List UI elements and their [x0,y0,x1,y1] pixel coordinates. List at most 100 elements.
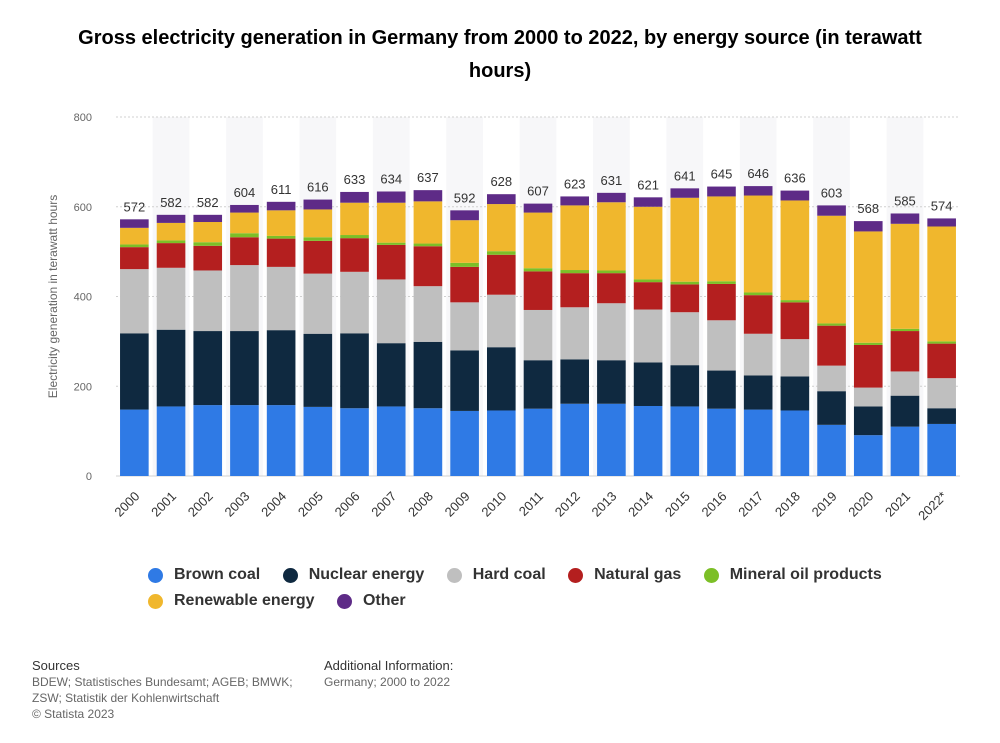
x-tick-label: 2001 [148,489,179,520]
bar-segment-hard-coal [853,387,883,407]
x-tick-label: 2015 [662,489,693,520]
total-label: 607 [527,184,549,199]
legend-item-mineral-oil-products[interactable]: Mineral oil products [703,566,882,584]
bar-segment-natural-gas [743,295,773,334]
bar-segment-brown-coal [670,406,700,476]
bar-segment-renewable-energy [597,202,626,271]
bar-segment-nuclear-energy [120,333,149,410]
bar-segment-renewable-energy [853,231,883,343]
legend-label: Brown coal [174,566,261,583]
bar-segment-hard-coal [303,273,333,334]
legend-label: Mineral oil products [729,566,882,583]
legend-item-brown-coal[interactable]: Brown coal [148,566,260,584]
bar-segment-brown-coal [817,424,846,476]
bar-segment-renewable-energy [266,210,296,236]
legend-item-renewable-energy[interactable]: Renewable energy [148,592,315,610]
bar-segment-nuclear-energy [707,370,736,409]
bar-segment-renewable-energy [780,200,810,301]
bar-segment-mineral-oil-products [633,279,663,283]
bar-segment-other [340,191,369,203]
x-tick-label: 2020 [845,489,876,520]
bar-segment-brown-coal [927,423,956,476]
bar-segment-hard-coal [156,267,186,330]
bar-segment-brown-coal [707,408,736,476]
x-tick-label: 2000 [111,489,142,520]
bar-segment-hard-coal [743,333,773,376]
total-label: 621 [637,177,659,192]
total-label: 633 [344,172,366,187]
bar-segment-renewable-energy [340,202,369,236]
bar-segment-hard-coal [193,270,223,332]
stacked-bar-chart: 0 200 400 600 800 Electricity generation in t… [46,112,960,523]
bar-segment-hard-coal [340,271,369,334]
bar-segment-mineral-oil-products [340,235,369,239]
bar-segment-hard-coal [707,320,736,371]
bar-segment-mineral-oil-products [193,242,223,246]
x-tick-label: 2007 [368,489,399,520]
legend-label: Other [362,592,406,609]
bar-segment-natural-gas [230,237,259,266]
bar-segment-other [486,194,516,205]
bar-segment-renewable-energy [927,226,956,342]
bar-segment-other [890,213,920,224]
bar-segment-nuclear-energy [266,330,296,406]
bar-segment-hard-coal [597,303,626,361]
copyright: © Statista 2023 [32,707,115,721]
legend-item-natural-gas[interactable]: Natural gas [568,566,681,584]
bar-segment-hard-coal [266,266,296,331]
sources-line: BDEW; Statistisches Bundesamt; AGEB; BMW… [32,675,293,689]
chart-title: Gross electricity generation in Germany … [78,27,922,82]
legend-item-hard-coal[interactable]: Hard coal [446,566,546,584]
x-tick-label: 2004 [258,489,289,520]
bar-segment-mineral-oil-products [707,281,736,284]
bar-segment-other [376,191,406,203]
y-tick-label: 800 [74,112,92,124]
bar-segment-natural-gas [523,271,553,310]
bar-segment-natural-gas [303,240,333,274]
bar-segment-mineral-oil-products [413,243,443,247]
legend-item-other[interactable]: Other [336,592,406,610]
bar-segment-natural-gas [597,273,626,304]
x-tick-label: 2006 [332,489,363,520]
bar-segment-renewable-energy [303,209,333,238]
bar-segment-mineral-oil-products [376,242,406,245]
bar-segment-mineral-oil-products [156,240,186,244]
bar-segment-brown-coal [597,403,626,476]
bar-segment-other [193,214,223,223]
bar-segment-nuclear-energy [230,331,259,406]
total-label: 637 [417,170,439,185]
bar-segment-renewable-energy [120,227,149,245]
y-tick-label: 0 [86,471,92,483]
bar-segment-brown-coal [780,410,810,476]
bar-segment-other [927,218,956,227]
bar-segment-natural-gas [560,273,590,308]
legend-swatch [703,567,719,583]
x-tick-label: 2012 [552,489,583,520]
bar-segment-brown-coal [156,406,186,476]
y-tick-label: 400 [74,292,92,304]
bar-segment-nuclear-energy [193,331,223,406]
bar-segment-renewable-energy [633,206,663,280]
legend-swatch [282,567,298,583]
bar-segment-renewable-energy [560,205,590,271]
bar-segment-brown-coal [523,408,553,476]
bar-segment-mineral-oil-products [523,268,553,272]
bar-segment-mineral-oil-products [120,244,149,248]
total-label: 585 [894,193,916,208]
bar-segment-renewable-energy [707,196,736,282]
bar-segment-other [670,188,700,198]
legend-item-nuclear-energy[interactable]: Nuclear energy [282,566,424,584]
total-label: 574 [931,198,953,213]
bar-segment-hard-coal [523,309,553,361]
bar-segment-other [156,214,186,223]
additional-info-heading: Additional Information: [324,658,454,673]
bar-segment-renewable-energy [890,223,920,329]
bar-segment-other [230,204,259,213]
bar-segment-renewable-energy [230,212,259,234]
bar-segment-other [303,199,333,210]
bar-segment-natural-gas [413,246,443,287]
bar-segment-brown-coal [450,410,479,476]
total-label: 582 [197,195,219,210]
bar-segment-nuclear-energy [560,359,590,404]
y-tick-label: 200 [74,381,92,393]
